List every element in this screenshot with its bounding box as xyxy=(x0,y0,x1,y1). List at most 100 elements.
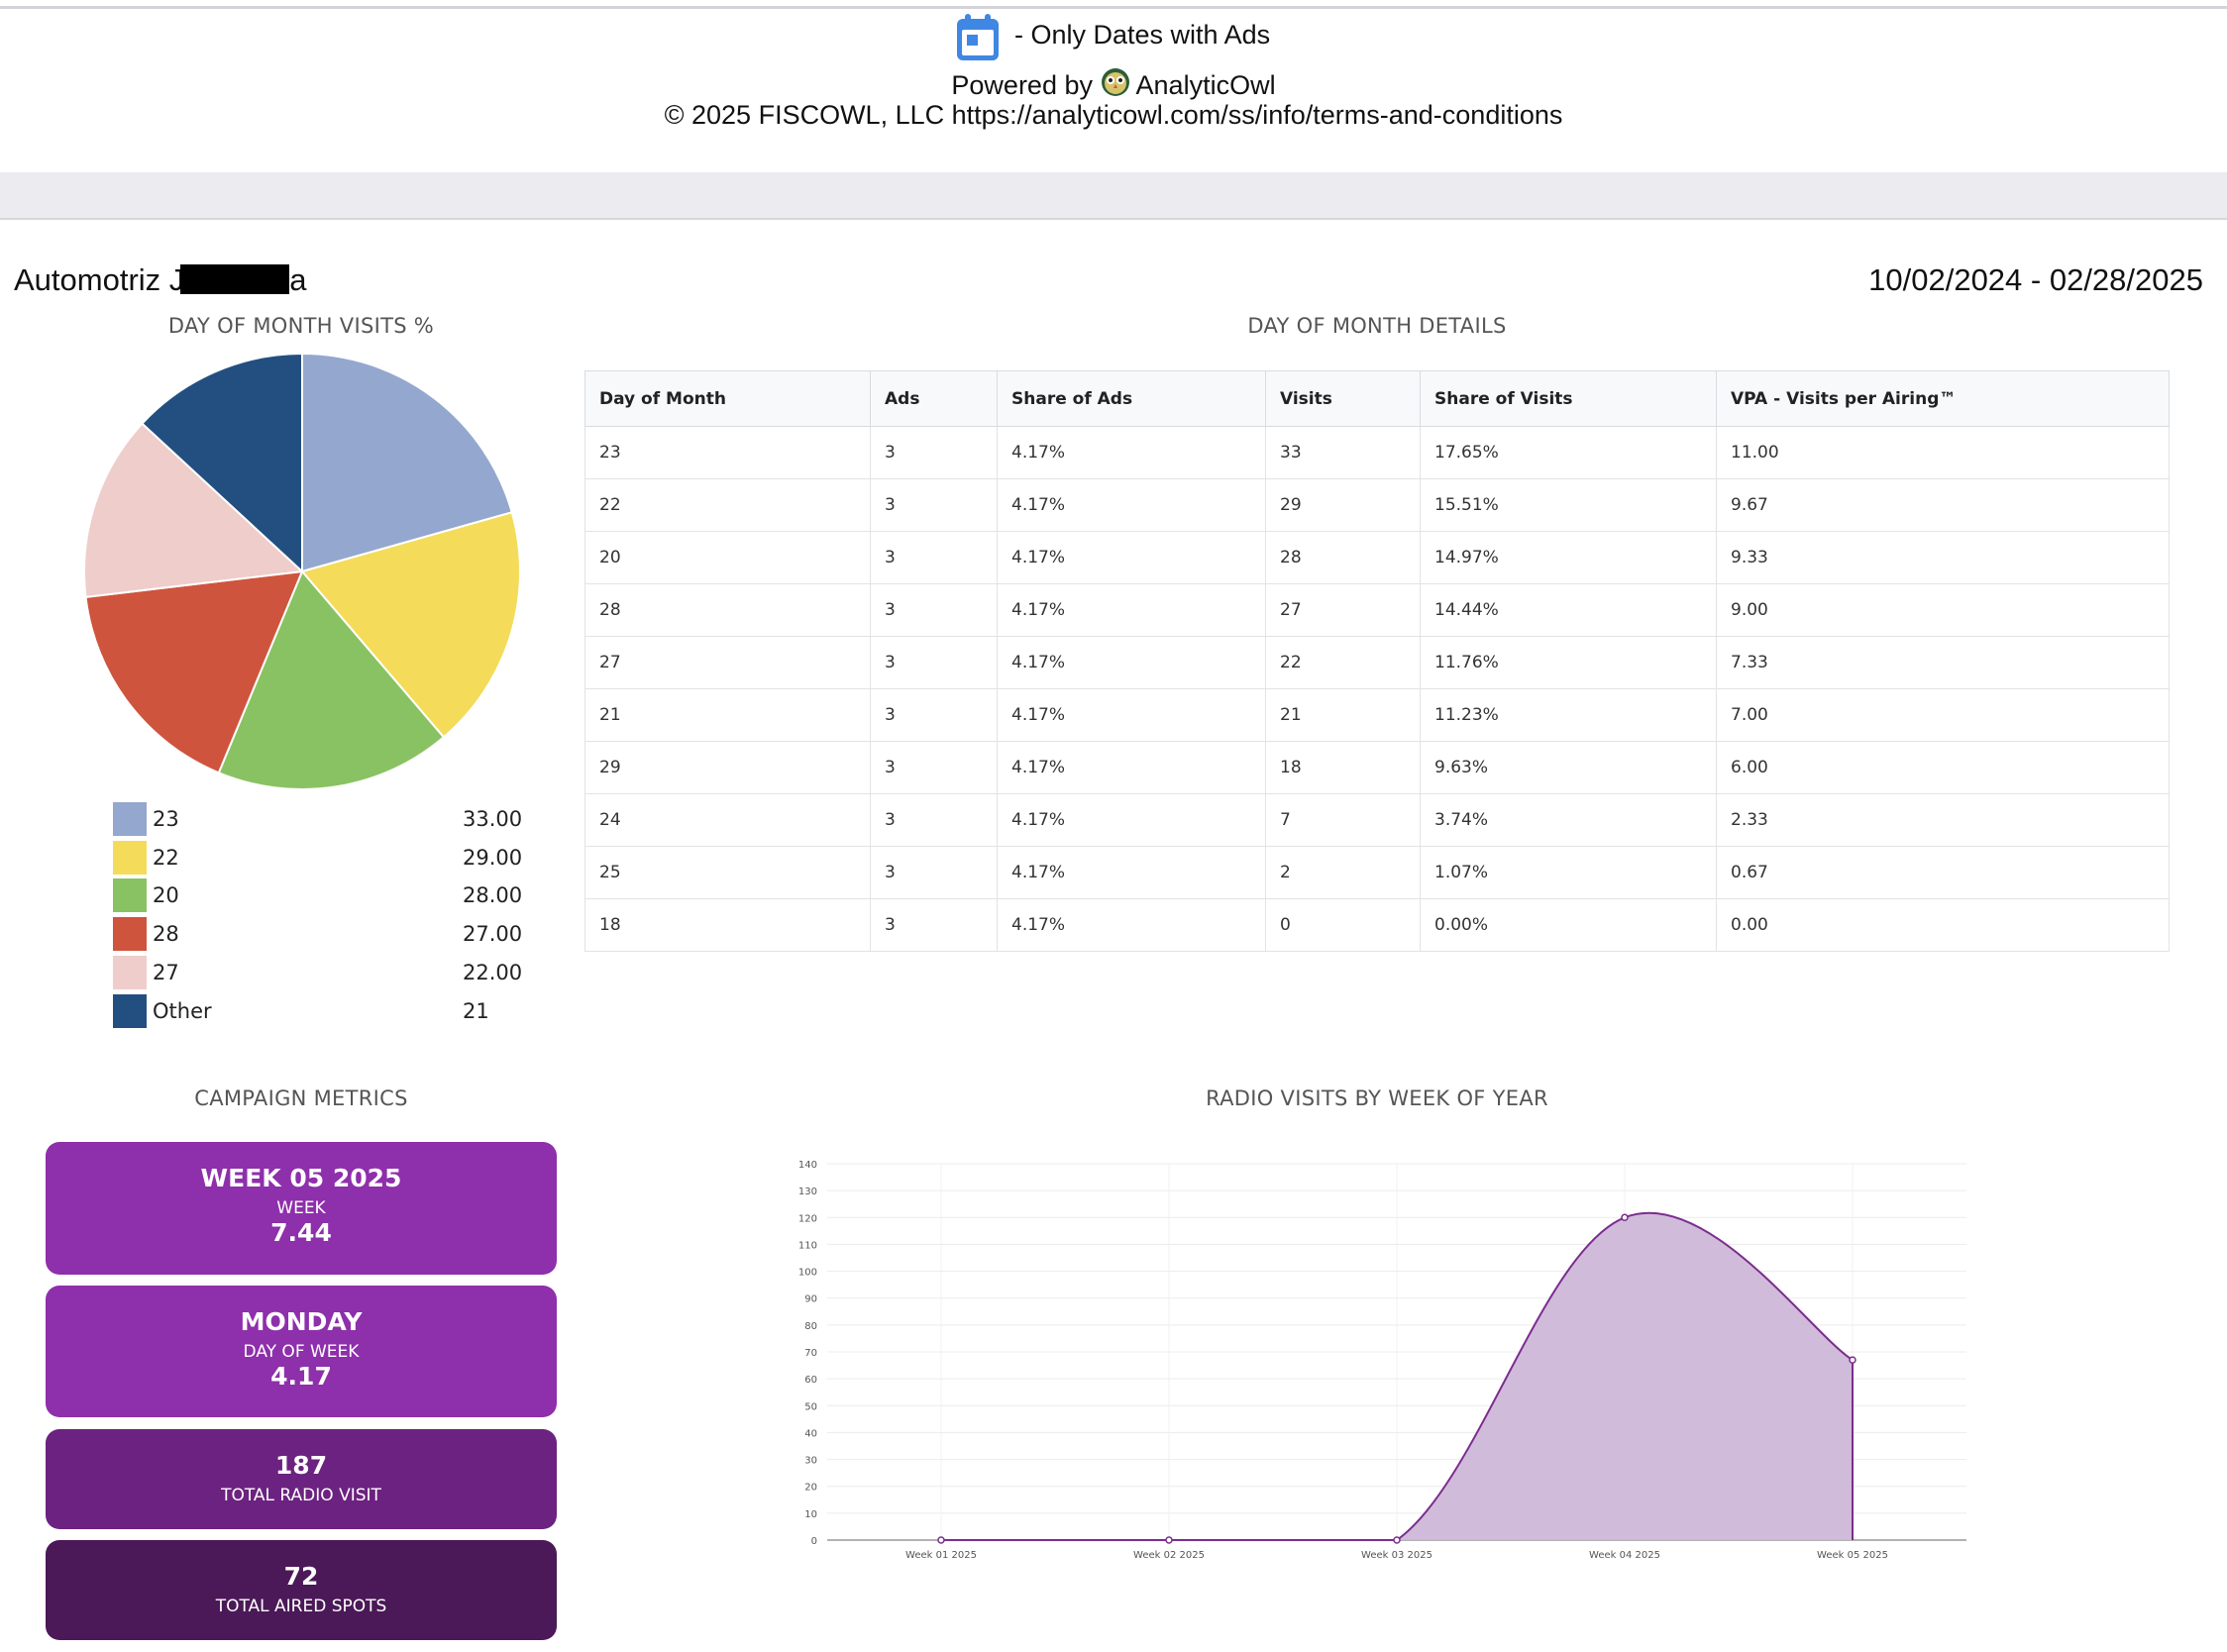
column-header[interactable]: Share of Visits xyxy=(1420,370,1717,427)
table-cell: 7.00 xyxy=(1716,688,2170,742)
legend-item[interactable]: 20 28.00 xyxy=(113,878,529,914)
copyright: © 2025 FISCOWL, LLC https://analyticowl.… xyxy=(664,100,1563,130)
y-tick-label: 140 xyxy=(798,1160,817,1171)
details-title: DAY OF MONTH DETAILS xyxy=(1247,314,1507,338)
table-cell: 3 xyxy=(870,898,998,952)
legend-label: Other xyxy=(153,998,212,1023)
table-cell: 2.33 xyxy=(1716,793,2170,847)
legend-swatch xyxy=(113,917,147,952)
table-row: 22 3 4.17% 29 15.51% 9.67 xyxy=(584,478,2170,532)
legend-swatch xyxy=(113,955,147,989)
table-cell: 18 xyxy=(584,898,871,952)
column-header[interactable]: Visits xyxy=(1265,370,1421,427)
y-tick-label: 30 xyxy=(804,1456,817,1467)
legend-swatch xyxy=(113,878,147,913)
table-header-row: Day of Month Ads Share of Ads Visits Sha… xyxy=(584,370,2170,427)
pie-slice-27 xyxy=(83,422,305,598)
table-cell: 25 xyxy=(584,846,871,899)
legend-swatch xyxy=(113,802,147,836)
y-tick-label: 40 xyxy=(804,1428,817,1439)
table-cell: 0.00% xyxy=(1420,898,1717,952)
metric-spots-label: TOTAL AIRED SPOTS xyxy=(215,1597,387,1616)
data-point xyxy=(1165,1536,1173,1544)
legend-value: 21 xyxy=(463,998,489,1023)
table-cell: 20 xyxy=(584,531,871,584)
table-cell: 6.00 xyxy=(1716,741,2170,794)
owl-logo-icon xyxy=(1101,67,1130,97)
y-tick-label: 130 xyxy=(798,1187,817,1197)
column-header[interactable]: VPA - Visits per Airing™ xyxy=(1716,370,2170,427)
details-table: Day of Month Ads Share of Ads Visits Sha… xyxy=(584,370,2170,952)
table-cell: 4.17% xyxy=(997,531,1266,584)
table-cell: 9.00 xyxy=(1716,583,2170,637)
legend-label: 20 xyxy=(153,883,179,908)
x-tick-label: Week 04 2025 xyxy=(1589,1550,1660,1561)
column-header[interactable]: Ads xyxy=(870,370,998,427)
powered-brand: AnalyticOwl xyxy=(1135,70,1276,100)
radio-chart-title: RADIO VISITS BY WEEK OF YEAR xyxy=(1206,1086,1548,1110)
table-row: 24 3 4.17% 7 3.74% 2.33 xyxy=(584,793,2170,847)
date-range: 10/02/2024 - 02/28/2025 xyxy=(1868,262,2203,297)
column-header[interactable]: Share of Ads xyxy=(997,370,1266,427)
table-cell: 7.33 xyxy=(1716,636,2170,689)
table-cell: 22 xyxy=(584,478,871,532)
table-cell: 29 xyxy=(1265,478,1421,532)
table-cell: 22 xyxy=(1265,636,1421,689)
legend-swatch xyxy=(113,993,147,1028)
table-cell: 28 xyxy=(1265,531,1421,584)
radio-visits-area-chart: 0 10 20 30 40 50 60 70 80 90 100 110 120 130 140 Week 0… xyxy=(798,1160,1966,1561)
table-cell: 24 xyxy=(584,793,871,847)
x-tick-label: Week 01 2025 xyxy=(905,1550,977,1561)
table-row: 28 3 4.17% 27 14.44% 9.00 xyxy=(584,583,2170,637)
table-cell: 3 xyxy=(870,846,998,899)
metric-visits-value: 187 xyxy=(274,1451,328,1480)
table-cell: 4.17% xyxy=(997,846,1266,899)
legend-item[interactable]: 23 33.00 xyxy=(113,802,529,838)
table-cell: 0.67 xyxy=(1716,846,2170,899)
legend-value: 28.00 xyxy=(463,883,523,908)
table-cell: 4.17% xyxy=(997,426,1266,479)
legend-item[interactable]: Other 21 xyxy=(113,993,529,1030)
legend-item[interactable]: 28 27.00 xyxy=(113,917,529,953)
table-cell: 17.65% xyxy=(1420,426,1717,479)
legend-item[interactable]: 27 22.00 xyxy=(113,955,529,991)
table-cell: 3 xyxy=(870,583,998,637)
metric-day-value: 4.17 xyxy=(270,1362,332,1391)
table-cell: 2 xyxy=(1265,846,1421,899)
metric-spots-value: 72 xyxy=(283,1562,319,1591)
legend-label: 22 xyxy=(153,845,179,870)
pie-slice-20 xyxy=(217,569,446,790)
x-tick-label: Week 03 2025 xyxy=(1361,1550,1432,1561)
x-tick-label: Week 02 2025 xyxy=(1133,1550,1205,1561)
table-cell: 4.17% xyxy=(997,583,1266,637)
calendar-icon xyxy=(956,14,1000,61)
table-row: 23 3 4.17% 33 17.65% 11.00 xyxy=(584,426,2170,479)
table-row: 27 3 4.17% 22 11.76% 7.33 xyxy=(584,636,2170,689)
metric-day-title: MONDAY xyxy=(240,1307,363,1336)
table-cell: 21 xyxy=(1265,688,1421,742)
table-cell: 27 xyxy=(1265,583,1421,637)
top-divider xyxy=(0,6,2227,9)
legend-value: 27.00 xyxy=(463,922,523,947)
details-table-body: 23 3 4.17% 33 17.65% 11.00 22 3 4.17% 29 15.51% 9.6… xyxy=(584,426,2170,952)
data-point xyxy=(1393,1536,1401,1544)
y-tick-label: 110 xyxy=(798,1240,817,1251)
legend-item[interactable]: 22 29.00 xyxy=(113,840,529,877)
table-cell: 0.00 xyxy=(1716,898,2170,952)
details-table-container: Day of Month Ads Share of Ads Visits Sha… xyxy=(584,370,2170,952)
campaign-metrics-title: CAMPAIGN METRICS xyxy=(194,1086,408,1110)
table-cell: 9.33 xyxy=(1716,531,2170,584)
table-cell: 14.97% xyxy=(1420,531,1717,584)
table-cell: 11.76% xyxy=(1420,636,1717,689)
data-point xyxy=(1621,1213,1629,1222)
section-separator xyxy=(0,172,2227,220)
metric-card-total-visits: 187 TOTAL RADIO VISIT xyxy=(46,1429,557,1529)
metric-week-label: WEEK xyxy=(276,1198,326,1218)
y-tick-label: 20 xyxy=(804,1483,817,1494)
column-header[interactable]: Day of Month xyxy=(584,370,871,427)
table-cell: 1.07% xyxy=(1420,846,1717,899)
pie-chart-title: DAY OF MONTH VISITS % xyxy=(167,314,435,338)
y-tick-label: 0 xyxy=(811,1536,817,1547)
metric-week-value: 7.44 xyxy=(270,1218,332,1247)
table-cell: 4.17% xyxy=(997,793,1266,847)
